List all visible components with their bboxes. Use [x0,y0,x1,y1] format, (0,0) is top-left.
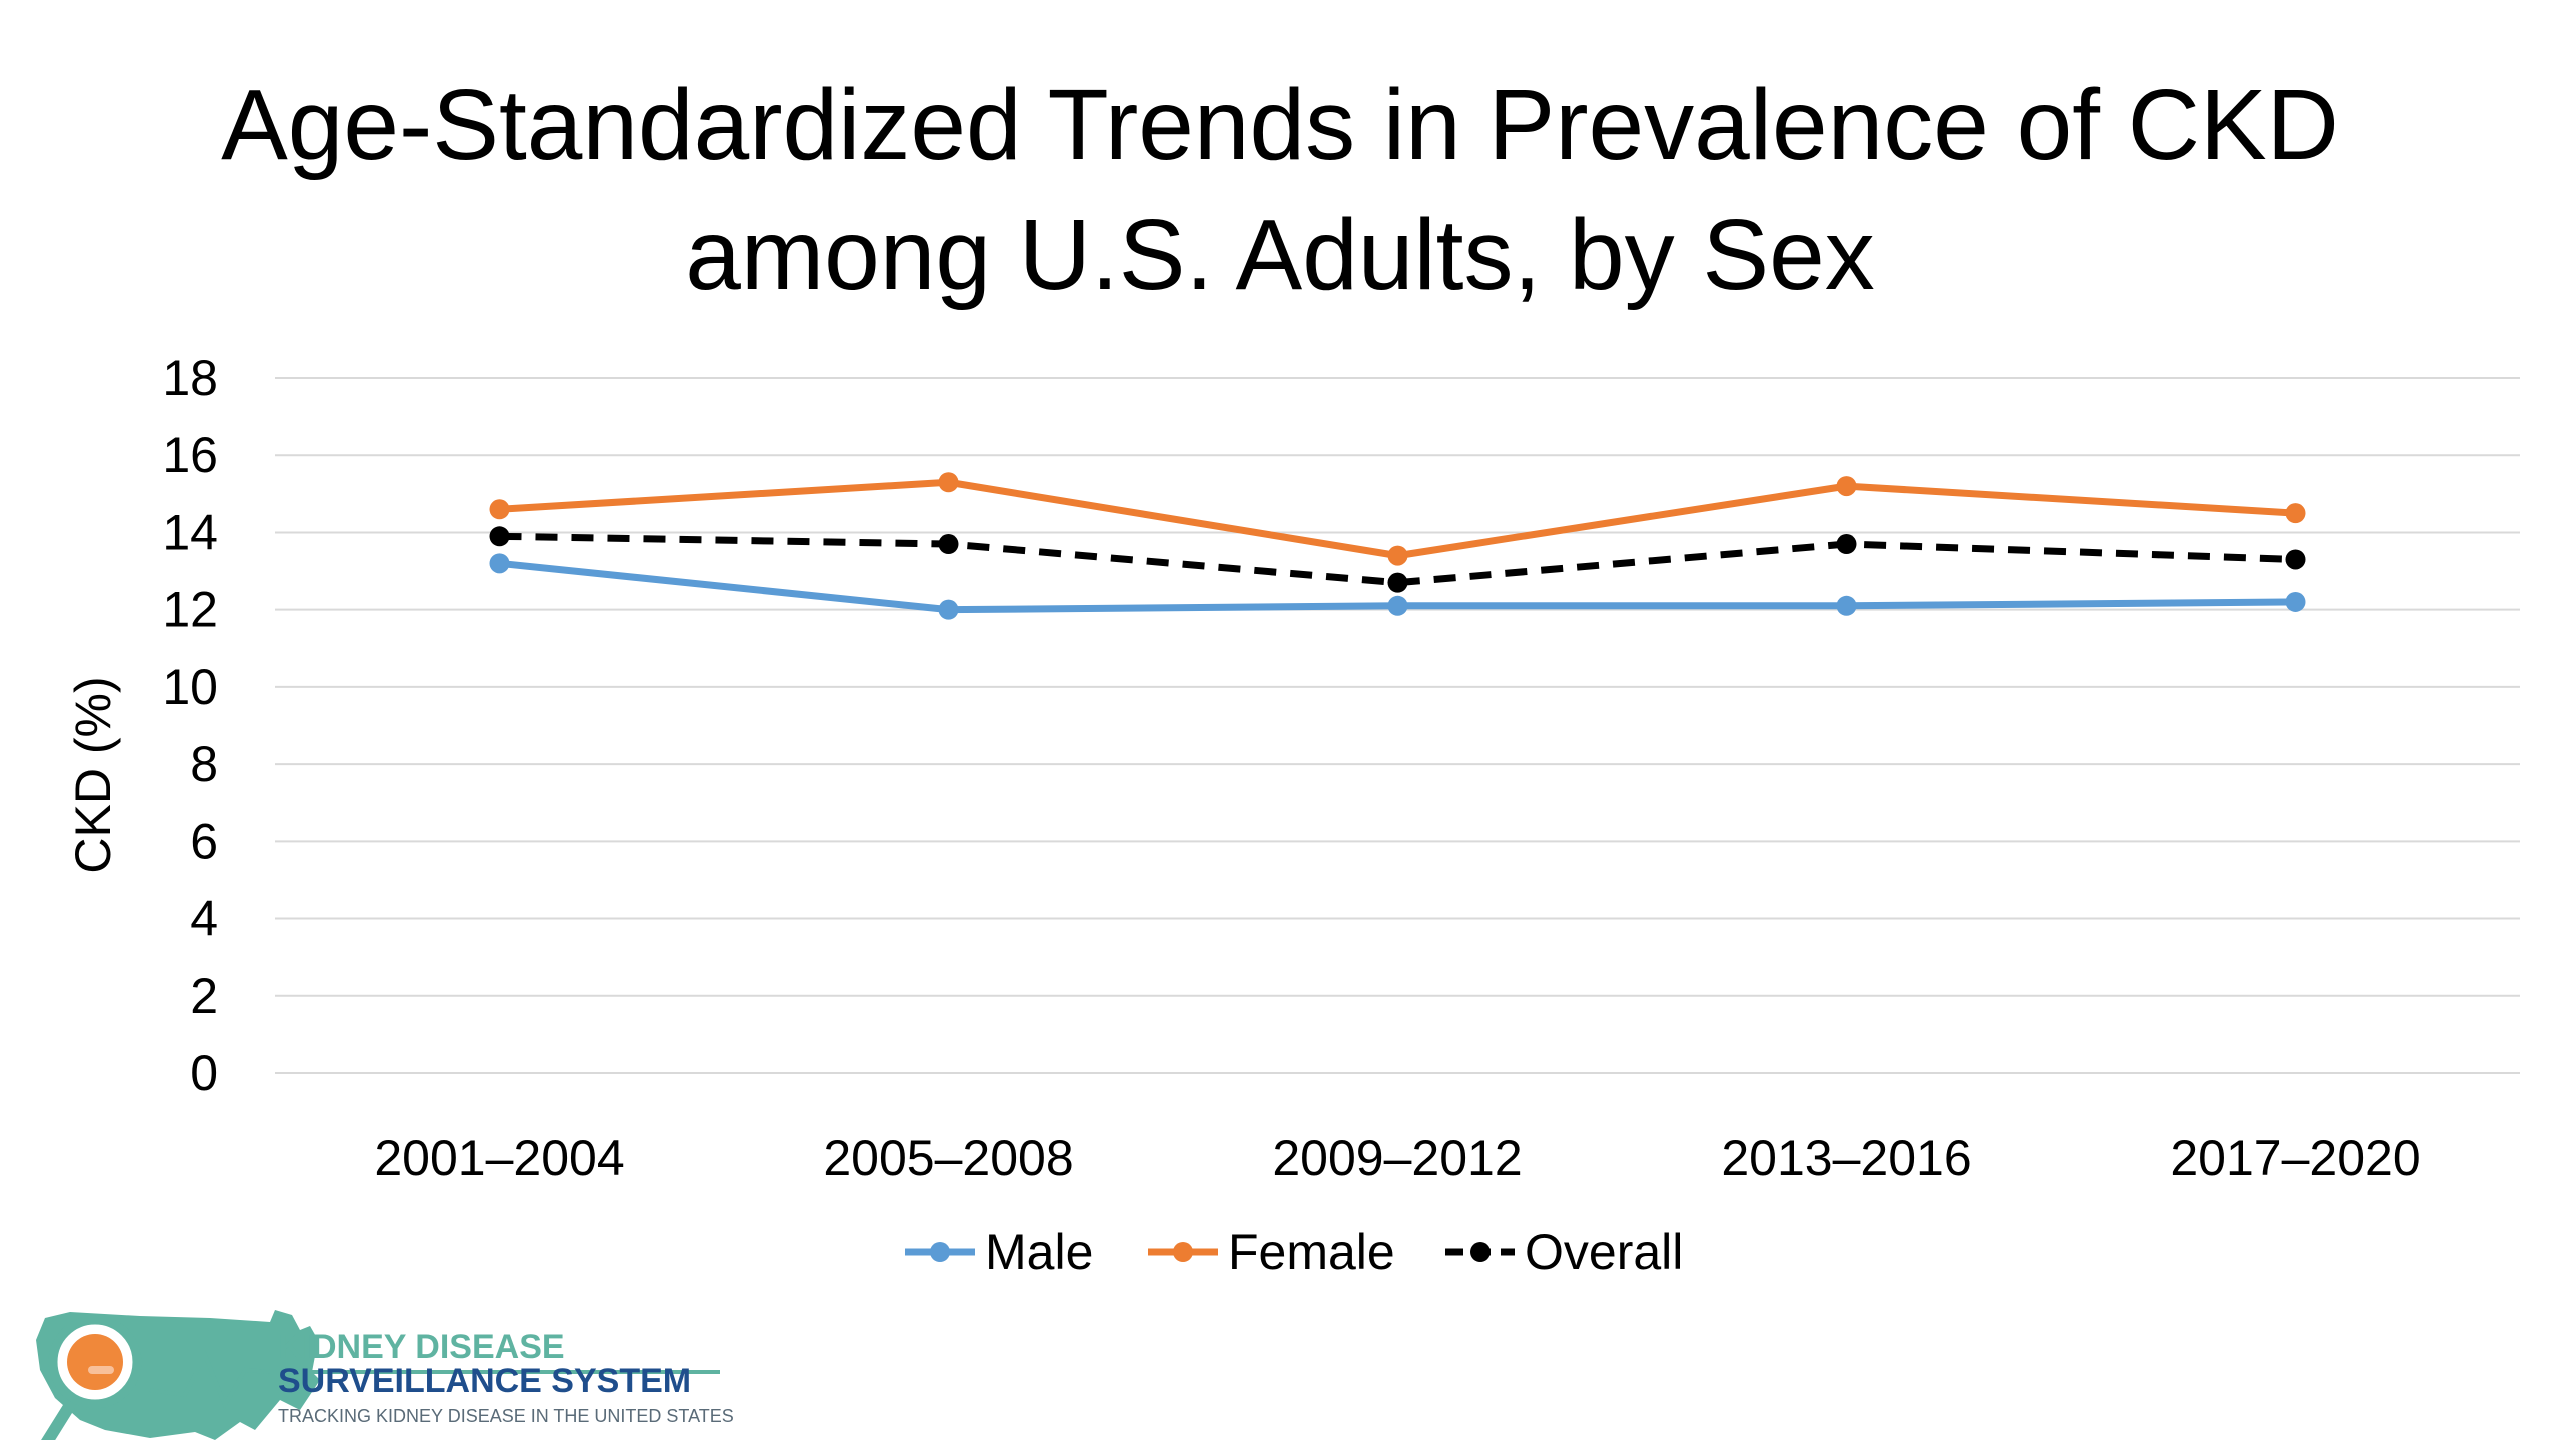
x-tick-label: 2009–2012 [1272,1130,1522,1186]
kidney-highlight [88,1366,114,1374]
x-axis-ticks: 2001–2004 2005–2008 2009–2012 2013–2016 2017… [374,1130,2420,1186]
chart-title: Age-Standardized Trends in Prevalence of… [0,60,2560,320]
gridlines [275,377,2520,1074]
data-point-overall [2285,549,2306,570]
y-axis-ticks: 0 2 4 6 8 10 12 14 16 18 [162,350,218,1101]
y-tick-label: 8 [190,736,218,792]
data-point-female [2285,503,2306,524]
x-tick-label: 2013–2016 [1721,1130,1971,1186]
data-point-overall [489,526,510,547]
data-point-overall [938,534,959,555]
legend-label-overall: Overall [1525,1224,1683,1280]
legend: Male Female Overall [905,1224,1683,1280]
chart-title-line-2: among U.S. Adults, by Sex [685,199,1875,311]
y-tick-label: 14 [162,504,218,560]
logo-line-2: SURVEILLANCE SYSTEM [278,1362,691,1400]
data-point-male [489,553,510,574]
magnifier-handle-icon [41,1399,76,1440]
y-tick-label: 4 [190,891,218,947]
logo-tagline: TRACKING KIDNEY DISEASE IN THE UNITED ST… [278,1406,734,1426]
y-tick-label: 2 [190,968,218,1024]
data-point-male [1836,595,1857,616]
legend-label-female: Female [1228,1224,1395,1280]
y-axis-label: CKD (%) [65,676,121,873]
data-point-female [489,499,510,520]
kdss-logo: KIDNEY DISEASE SURVEILLANCE SYSTEM TRACK… [36,1310,734,1440]
x-tick-label: 2001–2004 [374,1130,624,1186]
data-point-overall [1836,534,1857,555]
series-line-female [499,478,2296,560]
legend-label-male: Male [985,1224,1093,1280]
legend-marker-overall [1470,1242,1490,1262]
x-tick-label: 2005–2008 [823,1130,1073,1186]
kidney-icon [67,1334,123,1390]
y-tick-label: 18 [162,350,218,406]
data-point-female [1836,476,1857,497]
data-point-female [938,472,959,493]
data-point-male [938,599,959,620]
pulse-line-icon [149,1350,720,1410]
y-tick-label: 0 [190,1045,218,1101]
legend-marker-male [930,1242,950,1262]
data-point-overall [1387,572,1408,593]
series-line-overall [499,532,2296,587]
data-point-female [1387,545,1408,566]
series-lines [489,472,2306,620]
logo-line-1: KIDNEY DISEASE [278,1328,565,1366]
data-point-male [2285,591,2306,612]
y-tick-label: 12 [162,582,218,638]
y-tick-label: 10 [162,659,218,715]
chart-title-line-1: Age-Standardized Trends in Prevalence of… [221,69,2339,181]
legend-marker-female [1173,1242,1193,1262]
data-point-male [1387,595,1408,616]
y-tick-label: 16 [162,427,218,483]
y-tick-label: 6 [190,813,218,869]
x-tick-label: 2017–2020 [2170,1130,2420,1186]
